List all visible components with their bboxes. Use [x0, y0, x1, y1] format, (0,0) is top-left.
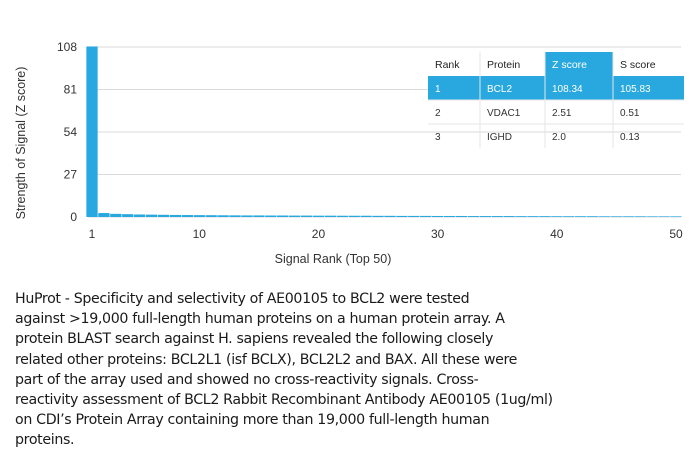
bar: [515, 216, 527, 217]
bars: [86, 46, 682, 217]
table-header-cell: Rank: [435, 59, 460, 71]
bar: [503, 216, 515, 217]
table-cell: 0.51: [620, 108, 640, 119]
bar: [181, 215, 194, 217]
x-tick-label: 10: [193, 227, 207, 241]
bar: [360, 215, 372, 217]
table-cell: 1: [435, 84, 441, 95]
table-cell: VDAC1: [487, 108, 521, 119]
bar: [646, 216, 658, 217]
x-tick-labels: 1 10 20 30 40 50: [89, 227, 683, 241]
bar: [420, 215, 432, 217]
bar: [551, 216, 563, 217]
table-header-cell: Z score: [552, 59, 587, 71]
bar: [527, 216, 539, 217]
bar: [312, 215, 325, 217]
bar: [634, 216, 646, 217]
bar: [658, 216, 670, 217]
bar: [300, 215, 313, 217]
bar: [384, 215, 396, 217]
table-cell: 2: [435, 108, 441, 119]
bar: [372, 215, 384, 217]
bar: [586, 216, 599, 217]
table-cell: 108.34: [552, 84, 583, 95]
x-tick-label: 40: [550, 227, 564, 241]
x-tick-label: 30: [431, 227, 445, 241]
table-header-cell: S score: [620, 59, 656, 71]
bar: [253, 215, 265, 217]
bar: [241, 215, 253, 217]
bar: [539, 216, 551, 217]
table-cell: 0.13: [620, 132, 640, 143]
bar: [229, 215, 241, 217]
bar: [193, 215, 205, 217]
rank-table: Rank Protein Z score S score 1 BCL2 108.34 105.…: [428, 52, 684, 148]
bar: [169, 214, 182, 217]
x-tick-label: 50: [669, 227, 683, 241]
x-tick-label: 20: [312, 227, 326, 241]
bar: [265, 215, 277, 217]
bar: [348, 215, 360, 217]
bar: [563, 216, 575, 217]
bar: [157, 214, 170, 217]
bar: [598, 216, 611, 217]
bar: [86, 46, 98, 217]
table-header-cell: Protein: [487, 59, 520, 71]
bar: [408, 215, 420, 217]
table-cell: 105.83: [620, 84, 651, 95]
bar: [670, 216, 682, 217]
table-cell: BCL2: [487, 84, 512, 95]
y-tick-label: 108: [57, 40, 77, 54]
figure-caption: HuProt - Specificity and selectivity of …: [15, 291, 553, 449]
bar: [205, 215, 217, 217]
bar: [145, 214, 158, 217]
bar: [396, 215, 408, 217]
bar: [122, 214, 134, 217]
table-cell: 2.51: [552, 108, 572, 119]
bar: [491, 216, 503, 217]
bar: [336, 215, 348, 217]
bar: [467, 216, 480, 217]
table-cell: 3: [435, 132, 441, 143]
x-axis-label: Signal Rank (Top 50): [275, 252, 392, 266]
bar: [288, 215, 301, 217]
bar: [134, 214, 146, 217]
bar: [610, 216, 623, 217]
bar: [574, 216, 587, 217]
bar: [622, 216, 634, 217]
y-tick-label: 0: [70, 210, 77, 224]
y-tick-labels: 0 27 54 81 108: [57, 40, 77, 224]
bar: [443, 215, 456, 217]
y-tick-label: 27: [64, 168, 78, 182]
bar: [431, 215, 444, 217]
bar: [98, 213, 110, 217]
bar: [217, 215, 229, 217]
table-cell: 2.0: [552, 132, 566, 143]
y-axis-label: Strength of Signal (Z score): [14, 67, 28, 220]
top-row-highlight: [428, 76, 684, 100]
bar: [324, 215, 337, 217]
y-tick-label: 54: [64, 125, 78, 139]
y-tick-label: 81: [64, 83, 78, 97]
bar: [455, 215, 468, 217]
signal-chart: 0 27 54 81 108 1 10 20 30 40 50 Rank Protein Z scor…: [14, 40, 684, 266]
bar: [110, 213, 122, 217]
bar: [277, 215, 289, 217]
z-score-header-highlight: [545, 52, 613, 76]
x-tick-label: 1: [89, 227, 96, 241]
bar: [479, 216, 491, 217]
table-cell: IGHD: [487, 132, 512, 143]
